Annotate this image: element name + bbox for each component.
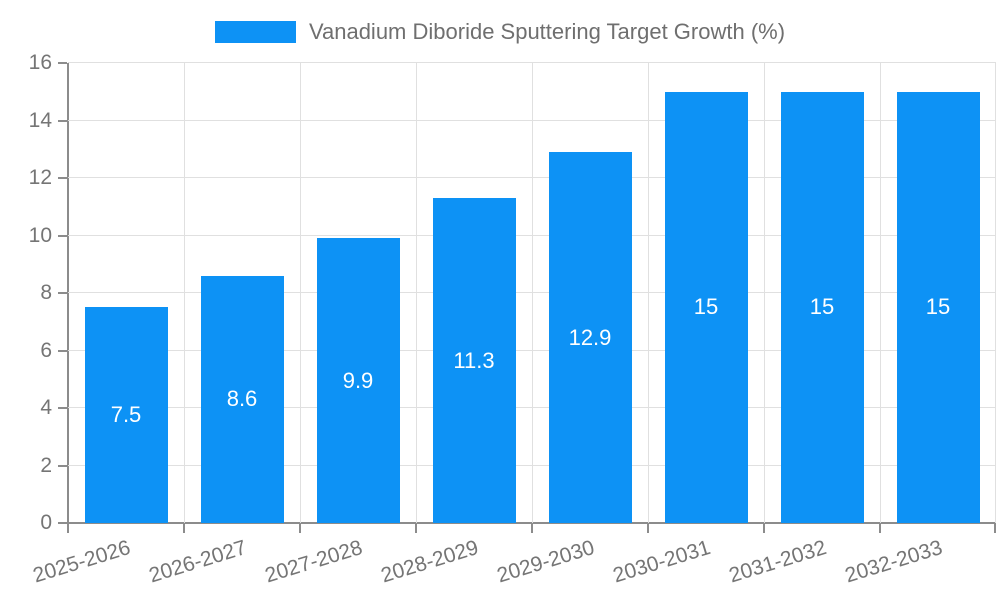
y-tick-label: 0: [40, 511, 52, 534]
y-tick-label: 4: [40, 396, 52, 419]
bar-value-label: 11.3: [453, 347, 495, 373]
y-tick-label: 14: [28, 108, 52, 132]
x-tick-label: 2026-2027: [145, 536, 249, 588]
x-tick: [879, 524, 881, 533]
x-tick-label: 2029-2030: [493, 536, 597, 588]
y-tick: [58, 62, 67, 64]
x-tick-label: 2030-2031: [609, 536, 713, 588]
x-tick: [183, 524, 185, 533]
y-tick: [58, 234, 67, 237]
y-tick-label: 10: [28, 223, 52, 247]
bar-value-label: 8.6: [226, 386, 258, 412]
y-tick: [58, 407, 67, 409]
y-tick: [58, 349, 67, 352]
legend-label: Vanadium Diboride Sputtering Target Grow…: [308, 19, 786, 44]
bar: 11.3: [432, 198, 516, 523]
y-tick: [58, 464, 67, 467]
v-gridline: [532, 63, 533, 523]
y-tick-label: 12: [28, 166, 52, 189]
bar: 15: [780, 91, 864, 523]
y-tick: [58, 522, 67, 524]
legend-swatch-icon: [214, 21, 296, 43]
v-gridline: [300, 63, 301, 523]
x-tick-label: 2025-2026: [29, 536, 133, 588]
v-gridline: [416, 63, 417, 523]
bar-value-label: 9.9: [342, 367, 374, 393]
x-tick-label: 2028-2029: [377, 536, 481, 588]
x-tick-label: 2031-2032: [725, 536, 829, 588]
y-tick: [58, 119, 67, 122]
bar: 9.9: [316, 238, 400, 523]
plot-area: 7.5 8.6 9.9 11.3 12.9 15 15 15: [68, 62, 996, 523]
bar: 7.5: [84, 307, 168, 523]
x-tick: [299, 524, 301, 533]
bar: 15: [896, 91, 980, 523]
v-gridline: [648, 63, 649, 523]
x-axis-line: [67, 522, 996, 524]
x-tick: [763, 524, 765, 533]
bar: 8.6: [200, 275, 284, 523]
v-gridline: [764, 63, 765, 523]
v-gridline: [184, 63, 185, 523]
y-tick-label: 8: [40, 281, 52, 304]
x-tick: [415, 524, 417, 533]
v-gridline: [995, 63, 996, 523]
x-tick-label: 2032-2033: [841, 536, 945, 588]
v-gridline: [880, 63, 881, 523]
bar: 12.9: [548, 152, 632, 523]
bar-value-label: 15: [925, 294, 951, 320]
y-tick: [58, 292, 67, 294]
h-gridline: [68, 62, 996, 63]
bar-value-label: 15: [693, 294, 719, 320]
chart-legend: Vanadium Diboride Sputtering Target Grow…: [0, 19, 1000, 45]
bar-value-label: 15: [809, 294, 835, 320]
y-tick-label: 6: [40, 338, 52, 362]
x-tick: [647, 524, 649, 533]
bar-value-label: 7.5: [110, 402, 142, 428]
x-tick: [994, 524, 996, 533]
y-tick: [58, 177, 67, 179]
x-tick: [67, 524, 69, 533]
legend-item[interactable]: Vanadium Diboride Sputtering Target Grow…: [214, 19, 786, 45]
bar-value-label: 12.9: [568, 324, 612, 350]
x-tick: [531, 524, 533, 533]
bar: 15: [664, 91, 748, 523]
y-tick-label: 2: [40, 453, 52, 477]
x-tick-label: 2027-2028: [261, 536, 365, 588]
y-tick-label: 16: [28, 51, 52, 74]
y-axis-line: [67, 63, 69, 524]
